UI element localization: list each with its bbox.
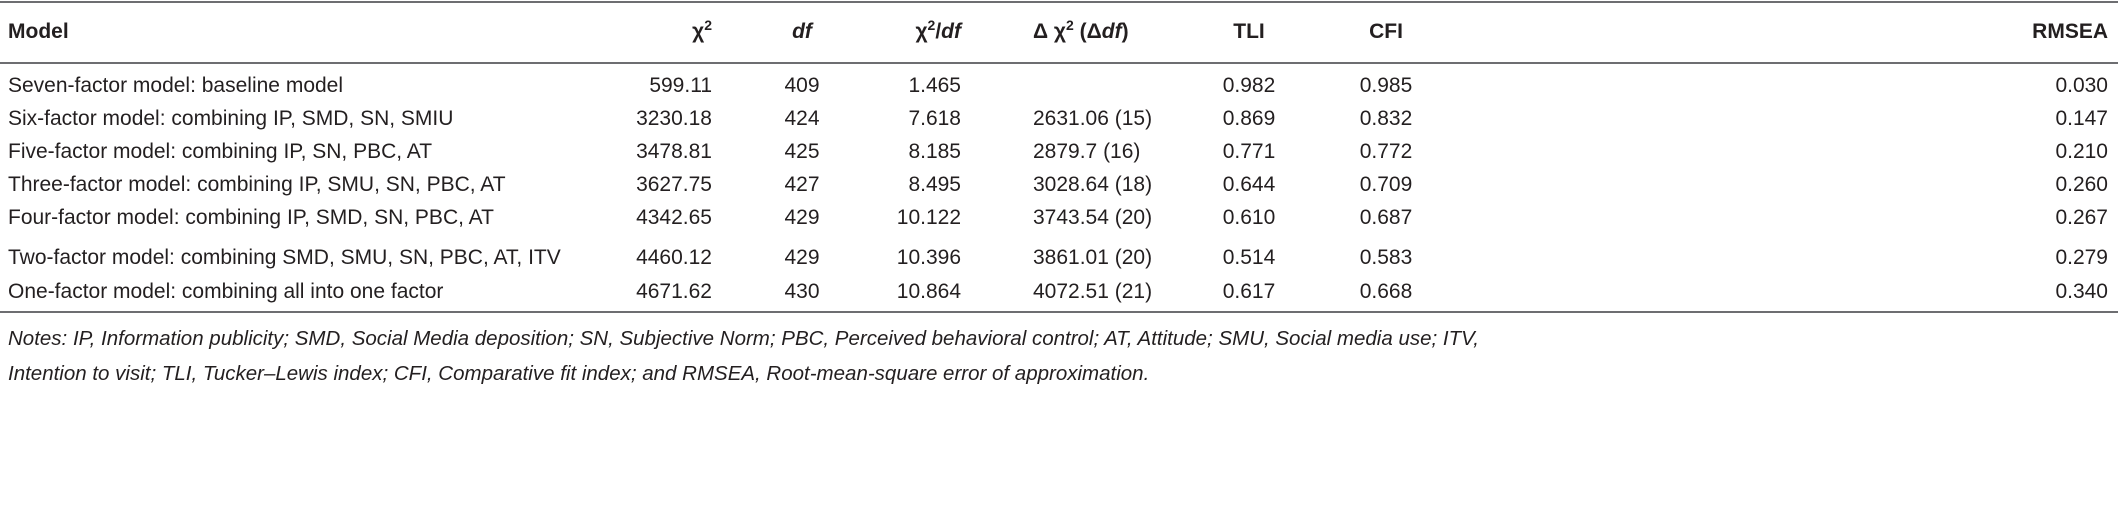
- cell-value: 0.210: [2055, 140, 2108, 163]
- row-label: Two-factor model: combining SMD, SMU, SN…: [8, 246, 561, 269]
- note-line: Intention to visit; TLI, Tucker–Lewis in…: [8, 362, 1150, 385]
- cell-value: 599.11: [649, 74, 712, 97]
- row-label: Four-factor model: combining IP, SMD, SN…: [8, 206, 494, 229]
- cell-value: 3627.75: [636, 173, 712, 196]
- cell-value: 3230.18: [636, 107, 712, 130]
- top-rule: [0, 1, 2118, 3]
- header-text: Δ χ: [1033, 20, 1067, 43]
- cell-value: 0.644: [1222, 173, 1276, 196]
- cell-value: 0.340: [2055, 280, 2108, 303]
- cell-value: 4342.65: [636, 206, 712, 229]
- cell-value: 0.147: [2055, 107, 2108, 130]
- cell-value: 427: [784, 173, 820, 196]
- cell-value: 2631.06 (15): [1033, 107, 1153, 130]
- cell-value: 4671.62: [636, 280, 712, 303]
- cell-value: 2879.7 (16): [1033, 140, 1141, 163]
- header-text: 2: [704, 17, 712, 33]
- header-cell: χ2: [692, 17, 712, 45]
- cell-value: 0.030: [2055, 74, 2108, 97]
- cell-value: 409: [784, 74, 820, 97]
- cell-value: 0.279: [2055, 246, 2108, 269]
- cell-value: 0.687: [1359, 206, 1413, 229]
- header-text: χ: [692, 20, 705, 43]
- cell-value: 10.122: [896, 206, 961, 229]
- header-rule: [0, 62, 2118, 64]
- cell-value: 0.869: [1222, 107, 1276, 130]
- cell-value: 425: [784, 140, 820, 163]
- bottom-rule: [0, 311, 2118, 313]
- cell-value: 0.514: [1222, 246, 1276, 269]
- cell-value: 0.668: [1359, 280, 1413, 303]
- header-cell: RMSEA: [2032, 19, 2108, 45]
- cell-value: 3743.54 (20): [1033, 206, 1153, 229]
- header-text: ): [1121, 20, 1129, 43]
- cell-value: 0.583: [1359, 246, 1413, 269]
- header-cell: CFI: [1369, 19, 1403, 45]
- cell-value: 0.617: [1222, 280, 1276, 303]
- row-label: Six-factor model: combining IP, SMD, SN,…: [8, 107, 454, 130]
- header-cell: df: [792, 19, 812, 45]
- header-text: (Δ: [1073, 20, 1102, 43]
- row-label: Three-factor model: combining IP, SMU, S…: [8, 173, 506, 196]
- header-text: TLI: [1233, 20, 1265, 43]
- cell-value: 0.709: [1359, 173, 1413, 196]
- cell-value: 430: [784, 280, 820, 303]
- cell-value: 0.771: [1222, 140, 1276, 163]
- cell-value: 424: [784, 107, 820, 130]
- cell-value: 0.982: [1222, 74, 1276, 97]
- header-text: CFI: [1369, 20, 1403, 43]
- header-text: χ: [915, 20, 928, 43]
- header-text: df: [941, 20, 961, 43]
- row-label: One-factor model: combining all into one…: [8, 280, 444, 303]
- cell-value: 3028.64 (18): [1033, 173, 1153, 196]
- cell-value: 8.495: [908, 173, 961, 196]
- cell-value: 10.864: [896, 280, 961, 303]
- header-text: /: [935, 20, 942, 43]
- header-cell: Δ χ2 (Δdf): [1033, 17, 1129, 45]
- cell-value: 3861.01 (20): [1033, 246, 1153, 269]
- row-label: Seven-factor model: baseline model: [8, 74, 344, 97]
- cell-value: 4072.51 (21): [1033, 280, 1153, 303]
- note-line: Notes: IP, Information publicity; SMD, S…: [8, 327, 1479, 350]
- header-text: RMSEA: [2032, 20, 2108, 43]
- header-text: df: [1101, 20, 1122, 43]
- cell-value: 0.610: [1222, 206, 1276, 229]
- header-cell: TLI: [1233, 19, 1265, 45]
- cell-value: 429: [784, 246, 820, 269]
- cell-value: 1.465: [908, 74, 961, 97]
- cell-value: 0.260: [2055, 173, 2108, 196]
- cell-value: 0.832: [1359, 107, 1413, 130]
- row-label: Five-factor model: combining IP, SN, PBC…: [8, 140, 433, 163]
- header-cell: χ2/df: [915, 17, 961, 45]
- cell-value: 4460.12: [636, 246, 712, 269]
- header-text: Model: [8, 20, 69, 43]
- cell-value: 0.985: [1359, 74, 1413, 97]
- header-text: df: [792, 20, 812, 43]
- cell-value: 0.267: [2055, 206, 2108, 229]
- cell-value: 3478.81: [636, 140, 712, 163]
- cell-value: 8.185: [908, 140, 961, 163]
- header-text: 2: [927, 17, 936, 33]
- cell-value: 429: [784, 206, 820, 229]
- cell-value: 7.618: [908, 107, 961, 130]
- header-cell: Model: [8, 19, 69, 45]
- cell-value: 0.772: [1359, 140, 1413, 163]
- header-text: 2: [1066, 17, 1074, 33]
- cell-value: 10.396: [896, 246, 961, 269]
